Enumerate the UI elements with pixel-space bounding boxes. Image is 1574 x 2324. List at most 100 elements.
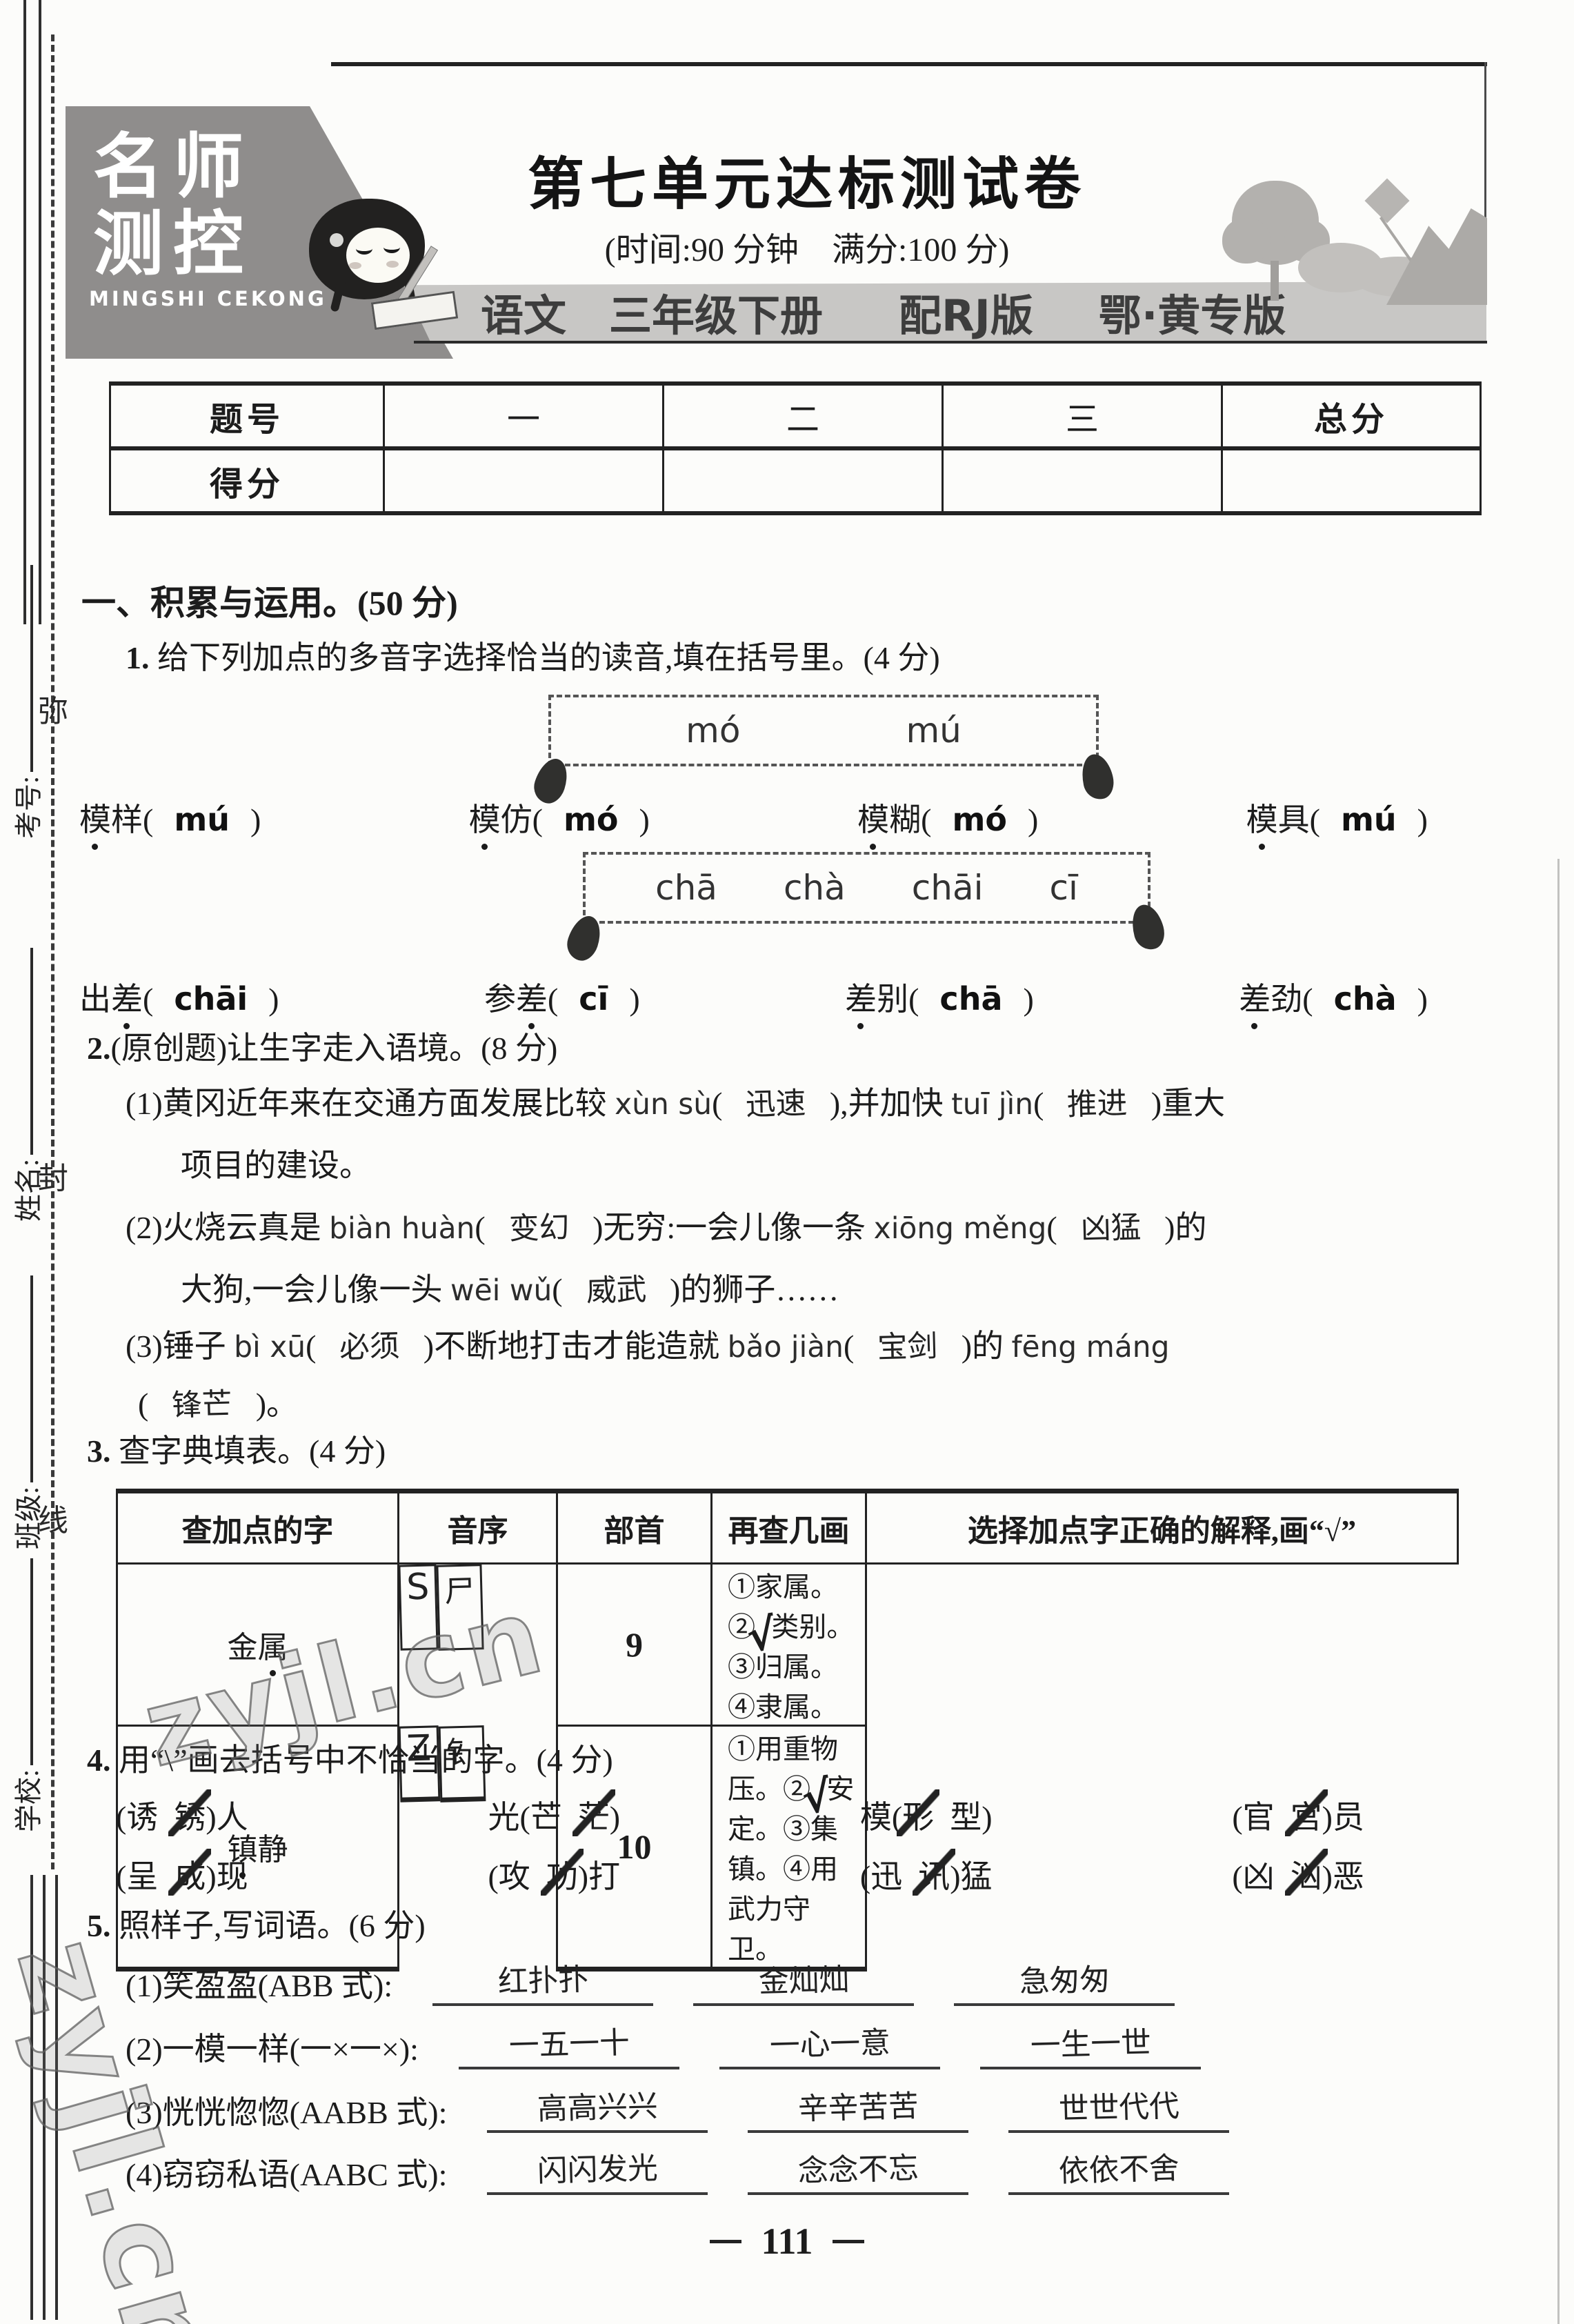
text-segment: (原创题) [110, 1031, 228, 1066]
pinyin-box-1: mó mú [529, 695, 1117, 808]
field-blank [30, 1558, 33, 1765]
word-item: 模具(mú) [1246, 795, 1428, 850]
q1-word-row-2: 出差(chāi) 参差(cī) 差别(chā) 差劲(chà) [79, 974, 1428, 1029]
text-segment: 模( [859, 1800, 903, 1835]
score-label-cell: 得分 [109, 446, 385, 515]
text-segment: 差 [111, 974, 143, 1029]
table-row: 镇静 Z 钅 10 ①用重物压。②√安定。③集镇。④用武力守卫。 [116, 1725, 1458, 1972]
text-segment: 2. [87, 1031, 111, 1066]
text-segment: (1)黄冈近年来在交通方面发展比较 [126, 1086, 615, 1121]
text-segment: 出 [79, 982, 111, 1017]
text-segment: ( [1033, 1086, 1044, 1121]
exam-field-name: 姓名: [11, 897, 47, 1222]
text-segment: 大狗,一会儿像一头 [181, 1272, 450, 1307]
text-segment: mú [1340, 801, 1397, 838]
q3-prompt: 3. 查字典填表。(4 分) [87, 1429, 386, 1473]
band-region: 鄂·黄专版 [1098, 290, 1286, 341]
girl-hair-flower [330, 233, 343, 247]
dict-header-cell: 部首 [556, 1489, 713, 1565]
word-item: (凶 汹)恶 [1232, 1849, 1364, 1897]
text-segment: 模 [469, 795, 501, 850]
field-blank [30, 947, 33, 1155]
text-segment: 模 [1246, 795, 1278, 850]
logo-title-line1: 名师 [93, 126, 253, 208]
text-segment: ( [552, 1272, 563, 1307]
handwritten-answer: 金灿灿 [757, 1962, 850, 2000]
handwritten-answer: 世世代代 [1058, 2088, 1180, 2127]
handwritten-answer: 辛辛苦苦 [797, 2088, 919, 2127]
text-segment: 差 [1239, 974, 1271, 1029]
binding-line [30, 1875, 33, 2320]
score-header-cell: 三 [942, 381, 1223, 450]
score-header-cell: 一 [383, 381, 664, 450]
subject-band: 语文 三年级下册 配RJ版 鄂·黄专版 [404, 281, 1486, 342]
dict-header-cell: 选择加点字正确的解释,画“√” [865, 1489, 1459, 1565]
text-segment: 必须 [339, 1328, 401, 1366]
text-segment: ( [138, 1387, 149, 1422]
word-item: (迅 讯)猛 [860, 1849, 993, 1897]
text-segment: wēi wǔ [450, 1273, 552, 1307]
text-segment: ( [712, 1086, 723, 1121]
text-segment: bǎo jiàn [727, 1330, 844, 1364]
text-segment: 模 [857, 795, 889, 850]
q4-row-1: (诱 锈)人 光(芒 茫) 模(形 型) (官 宫)员 [116, 1789, 1364, 1838]
text-segment: 推进 [1066, 1085, 1128, 1123]
q5-prompt: 5. 照样子,写词语。(6 分) [87, 1904, 426, 1948]
text-segment: )现 [206, 1859, 248, 1894]
answer-blank: 辛辛苦苦 [748, 2087, 969, 2133]
ink-blob-icon [1127, 901, 1168, 953]
text-segment: ) [1028, 802, 1039, 837]
text-segment: 安定。③集镇。④用武力守卫。 [728, 1774, 855, 1965]
handwritten-answer: 念念不忘 [797, 2150, 919, 2189]
table-row: 金属 S 尸 9 ①家属。②√类别。③归属。④隶属。 [116, 1562, 1458, 1727]
q2-prompt: 2.(原创题)让生字走入语境。(8 分) [87, 1026, 557, 1071]
dict-explain-cell: ①家属。②√类别。③归属。④隶属。 [710, 1562, 867, 1727]
text-segment: )。 [255, 1387, 299, 1422]
text-segment: √ [744, 1608, 779, 1662]
score-empty-cell [1221, 446, 1482, 515]
text-segment: )人 [206, 1800, 248, 1835]
text-segment: 宝剑 [877, 1328, 939, 1366]
q2-line: (1)黄冈近年来在交通方面发展比较 xùn sù(迅速),并加快 tuī jìn… [126, 1082, 1225, 1126]
text-segment: ①用重物压。② [728, 1734, 838, 1805]
pinyin-box-2: chā chà chāi cī [562, 852, 1168, 965]
dictionary-table: 查加点的字 音序 部首 再查几画 选择加点字正确的解释,画“√” 金属 S 尸 … [116, 1489, 1459, 1972]
girl-eye [356, 243, 372, 255]
exam-field-class: 班级: [11, 1225, 47, 1549]
text-segment: 差 [845, 974, 877, 1029]
seal-dashed-line [51, 34, 54, 1869]
text-segment: 形 [897, 1789, 940, 1838]
field-label: 考号: [13, 775, 44, 839]
word-item: 模仿(mó) [469, 795, 650, 850]
word-item: 模糊( mó) [857, 795, 1039, 850]
band-edition: 配RJ版 [899, 290, 1033, 341]
q5-item: (3)恍恍惚惚(AABB 式): 高高兴兴 辛辛苦苦 世世代代 [126, 2087, 1230, 2133]
binding-line [43, 1875, 46, 2320]
text-segment: 属 [258, 1622, 288, 1676]
girl-face [346, 228, 410, 283]
seal-char: 封 [38, 1162, 68, 1195]
handwritten-answer: 高高兴兴 [537, 2088, 659, 2127]
handwritten-answer: 依依不舍 [1058, 2150, 1180, 2189]
text-segment: )恶 [1322, 1859, 1364, 1894]
page-number: 111 [663, 2220, 911, 2263]
text-segment: (2)火烧云真是 [126, 1210, 330, 1245]
text-segment: )员 [1322, 1800, 1364, 1835]
pinyin-option: mó [686, 711, 741, 751]
girl-blush [386, 261, 399, 268]
handwritten-answer: 一生一世 [1029, 2025, 1151, 2064]
text-segment: 静 [257, 1833, 288, 1867]
text-segment: ( [844, 1329, 855, 1364]
page-number-dash [710, 2239, 742, 2243]
pinyin-option: chà [783, 868, 846, 908]
text-segment: 照样子,写词语。(6 分) [110, 1908, 426, 1943]
text-segment: 成 [168, 1849, 212, 1897]
text-segment: 糊( [889, 802, 932, 837]
text-segment: 镇 [228, 1825, 258, 1878]
text-segment: 迅速 [745, 1085, 807, 1123]
q5-label: (1)笑盈盈(ABB 式): [126, 1968, 393, 2003]
text-segment: 锋芒 [171, 1386, 233, 1424]
field-blank [30, 1275, 33, 1482]
text-segment: mó [952, 801, 1008, 838]
header-bottom-rule [414, 341, 1487, 344]
